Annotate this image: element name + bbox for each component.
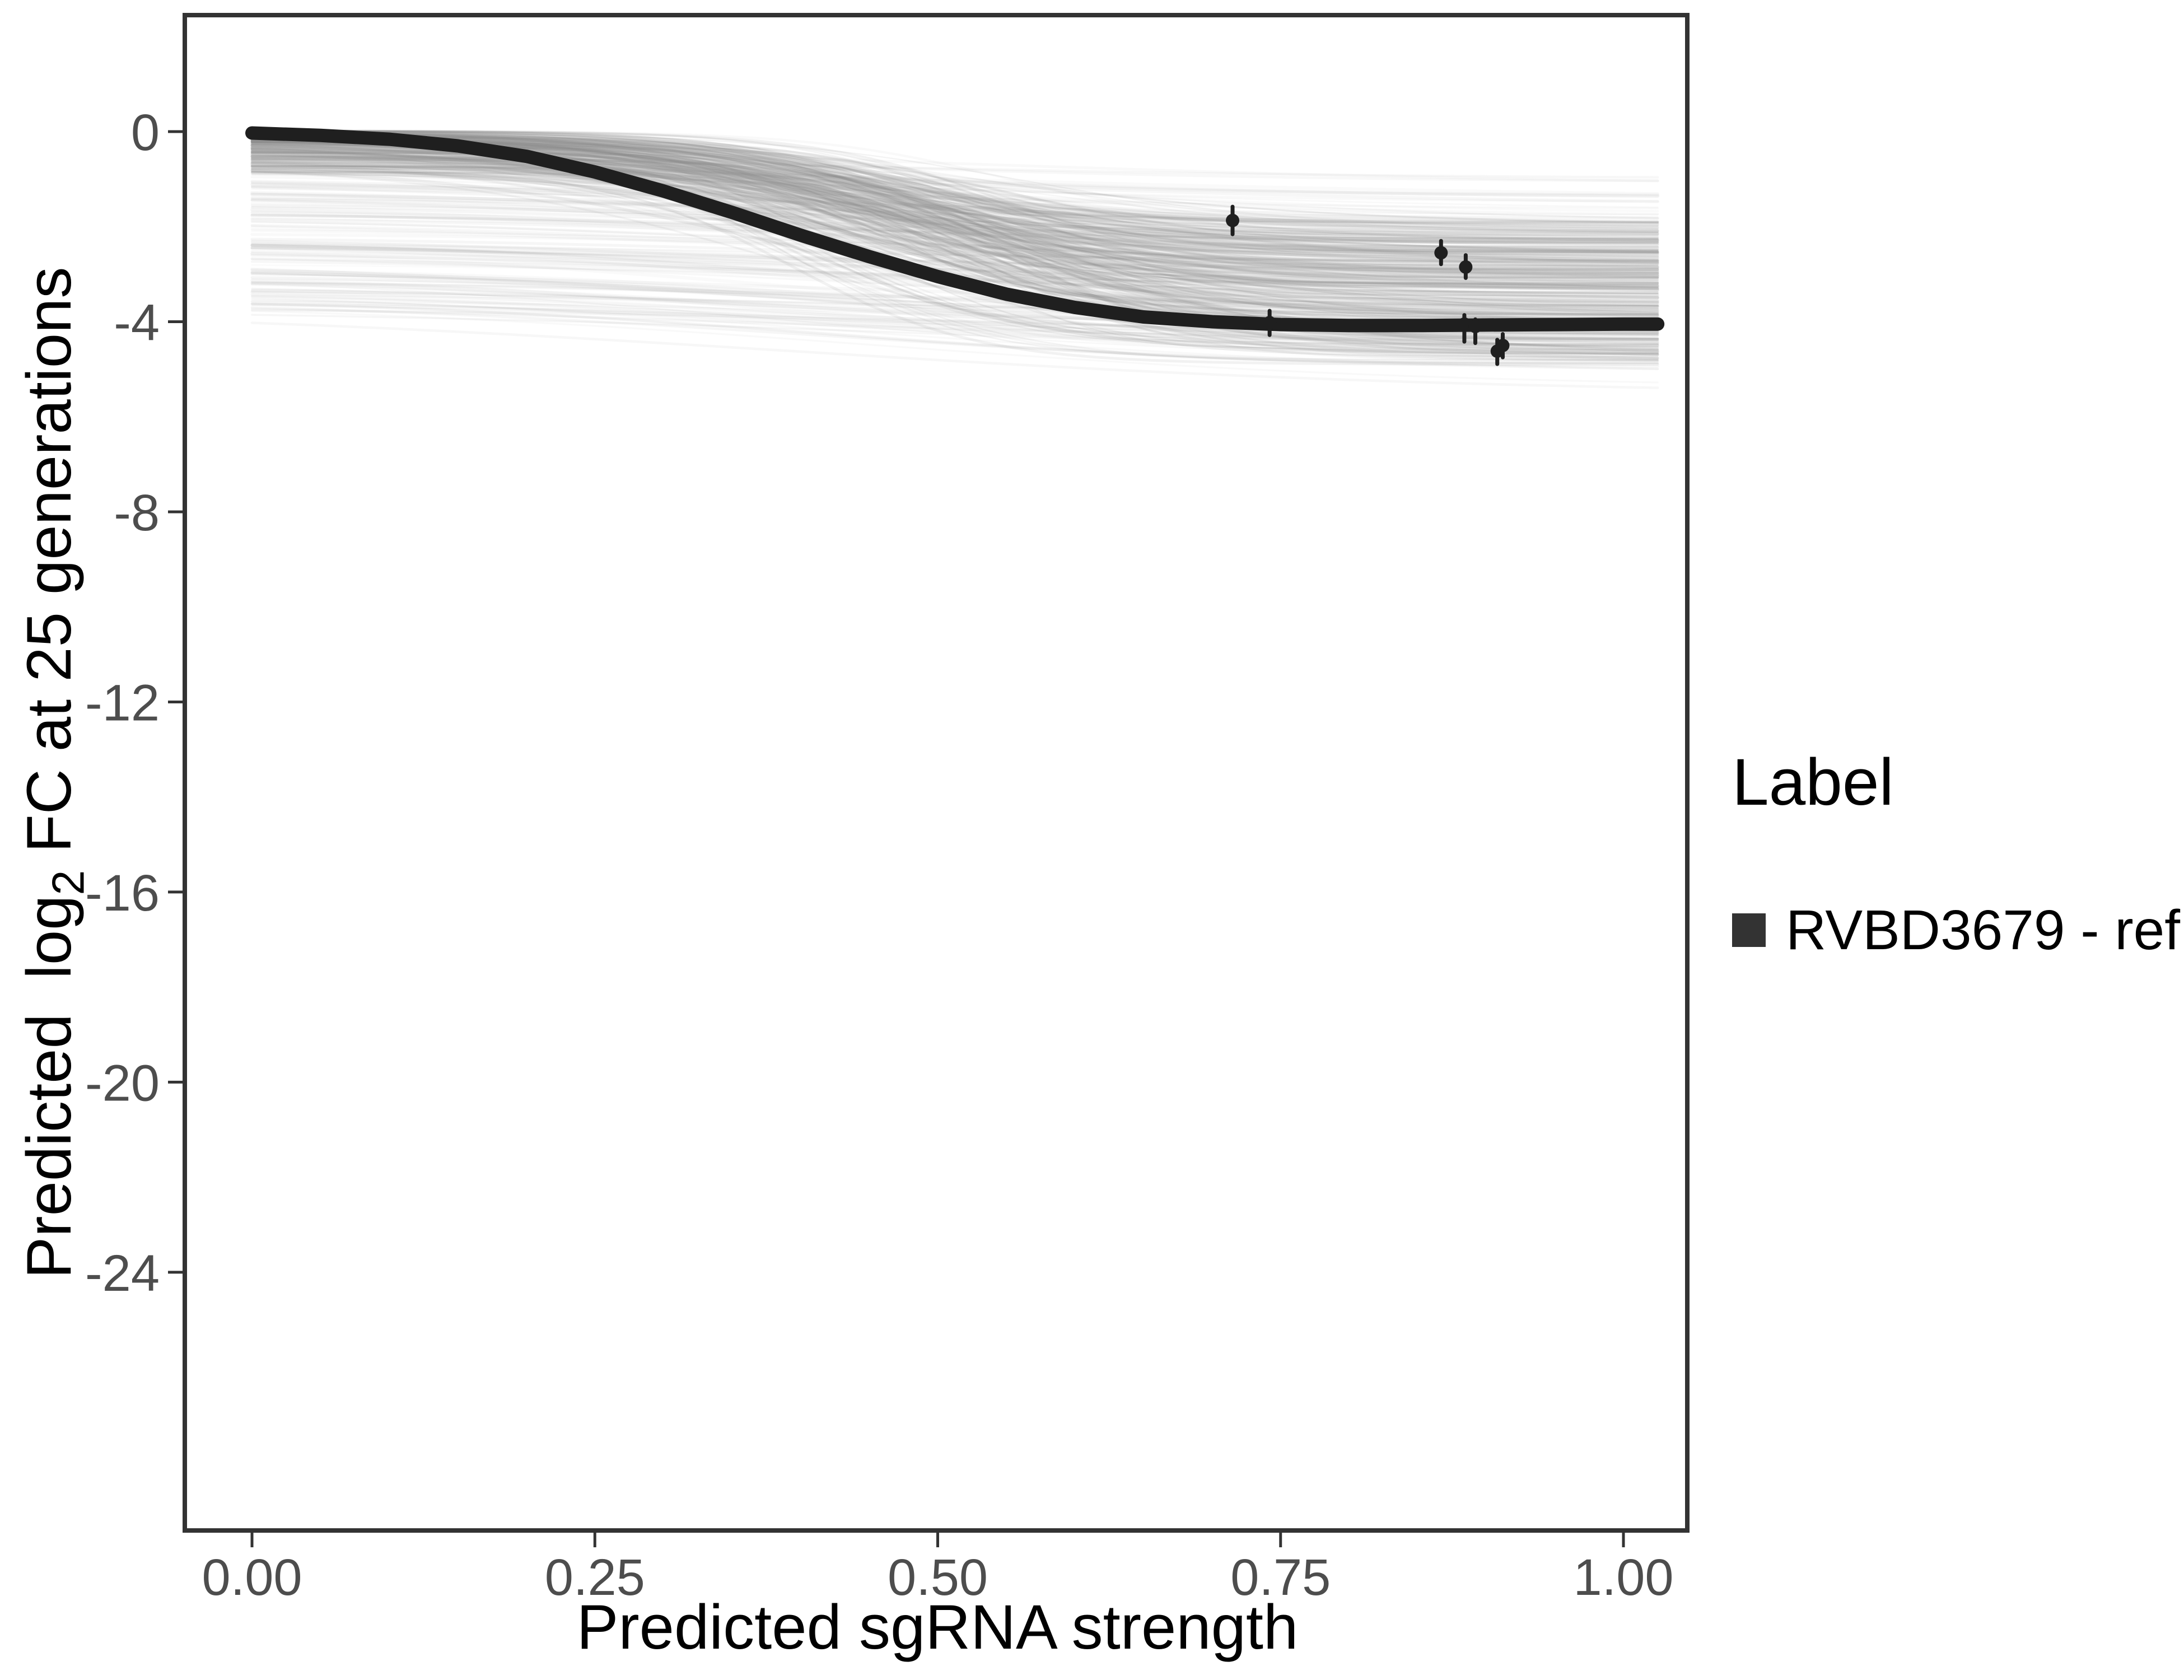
x-axis-title: Predicted sgRNA strength bbox=[576, 1592, 1299, 1662]
data-point bbox=[1263, 316, 1277, 330]
y-tick-label: -20 bbox=[85, 1054, 160, 1112]
panel-border bbox=[183, 13, 1690, 1533]
legend-title: Label bbox=[1732, 745, 1894, 819]
y-axis-title: Predicted log2 FC at 25 generations bbox=[14, 267, 94, 1279]
y-tick-label: -4 bbox=[114, 294, 160, 351]
observed-points bbox=[1226, 204, 1510, 366]
legend: Label RVBD3679 - ref bbox=[1732, 749, 2180, 958]
x-tick-label: 0.50 bbox=[888, 1549, 988, 1606]
ensemble-curves bbox=[250, 129, 1660, 389]
x-tick-label: 0.00 bbox=[202, 1549, 302, 1606]
data-point bbox=[1468, 319, 1482, 333]
tick-labels: 0.00 0.25 0.50 0.75 1.00 0 -4 -8 -12 -16 -20 -24 bbox=[85, 104, 1674, 1606]
y-tick-label: -8 bbox=[114, 484, 160, 542]
y-axis-title-prefix: Predicted log bbox=[14, 895, 84, 1279]
legend-entry: RVBD3679 - ref bbox=[1732, 902, 2180, 958]
x-tick-label: 0.75 bbox=[1230, 1549, 1331, 1606]
data-point bbox=[1459, 260, 1473, 274]
reference-curve bbox=[245, 126, 1665, 333]
y-tick-label: -16 bbox=[85, 865, 160, 922]
x-tick-label: 1.00 bbox=[1573, 1549, 1673, 1606]
data-point bbox=[1457, 317, 1471, 331]
data-point bbox=[1496, 338, 1510, 352]
axis-ticks bbox=[168, 130, 1625, 1547]
data-point bbox=[1434, 246, 1448, 260]
y-tick-label: 0 bbox=[131, 104, 160, 161]
y-axis-title-subscript: 2 bbox=[43, 870, 94, 895]
legend-entry-label: RVBD3679 - ref bbox=[1786, 899, 2181, 962]
y-tick-label: -12 bbox=[85, 674, 160, 731]
y-tick-label: -24 bbox=[85, 1245, 160, 1302]
y-axis-title-suffix: FC at 25 generations bbox=[14, 267, 84, 870]
legend-swatch bbox=[1732, 913, 1766, 947]
data-point bbox=[1226, 213, 1240, 227]
x-tick-label: 0.25 bbox=[545, 1549, 645, 1606]
